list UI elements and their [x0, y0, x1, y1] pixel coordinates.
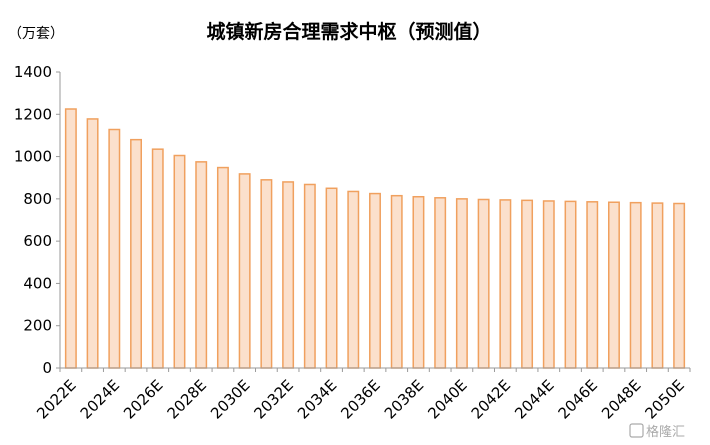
x-tick-label: 2040E: [424, 376, 470, 422]
bar-2028E: [195, 161, 208, 369]
bar-2026E: [151, 148, 164, 369]
x-tick-label: 2034E: [294, 376, 340, 422]
bar-2039E: [434, 197, 447, 369]
y-ticks-group: 0 200 400 600 800 1000 1200 1400: [14, 63, 60, 377]
bar-2048E: [629, 201, 642, 369]
y-tick-label: 400: [23, 274, 52, 292]
y-tick-label: 0: [42, 359, 52, 377]
y-tick-label: 800: [23, 190, 52, 208]
watermark-text: 格隆汇: [646, 424, 685, 440]
y-tick-label: 1200: [14, 105, 52, 123]
bar-2046E: [586, 201, 599, 369]
x-tick-label: 2038E: [381, 376, 427, 422]
x-tick-label: 2032E: [251, 376, 297, 422]
x-tick-label: 2024E: [77, 376, 123, 422]
x-tick-label: 2030E: [207, 376, 253, 422]
bar-2024E: [108, 128, 121, 369]
bar-2044E: [542, 200, 555, 369]
bar-2022E: [64, 108, 77, 369]
watermark: 格隆汇: [629, 423, 685, 440]
x-ticks-group: 2022E2024E2026E2028E2030E2032E2034E2036E…: [33, 368, 691, 423]
bar-2023E: [86, 118, 99, 369]
bar-2034E: [325, 187, 338, 369]
bar-2045E: [564, 200, 577, 369]
bar-2041E: [477, 198, 490, 369]
x-tick-label: 2028E: [164, 376, 210, 422]
unit-label: （万套）: [8, 26, 64, 42]
bar-2047E: [608, 201, 620, 369]
bar-2049E: [651, 202, 664, 369]
bar-2031E: [260, 179, 273, 369]
bar-2032E: [282, 181, 295, 369]
bar-2035E: [347, 190, 360, 369]
x-tick-label: 2022E: [33, 376, 79, 422]
x-tick-label: 2044E: [511, 376, 557, 422]
bar-2036E: [369, 192, 381, 369]
bar-2038E: [412, 195, 425, 369]
x-tick-label: 2036E: [337, 376, 383, 422]
x-tick-label: 2050E: [642, 376, 688, 422]
x-tick-label: 2046E: [555, 376, 601, 422]
chart-title: 城镇新房合理需求中枢（预测值）: [206, 20, 491, 43]
bar-2029E: [216, 166, 229, 369]
y-tick-label: 200: [23, 317, 52, 335]
bar-2040E: [455, 198, 468, 369]
y-tick-label: 1400: [14, 63, 52, 81]
x-tick-label: 2048E: [598, 376, 644, 422]
bar-2033E: [303, 183, 316, 369]
bar-2042E: [499, 199, 512, 369]
bar-2030E: [238, 173, 251, 369]
bar-2037E: [390, 194, 403, 369]
watermark-logo-icon: [629, 423, 644, 438]
bar-2027E: [173, 154, 186, 369]
y-tick-label: 1000: [14, 148, 52, 166]
y-tick-label: 600: [23, 232, 52, 250]
x-tick-label: 2042E: [468, 376, 514, 422]
x-tick-label: 2026E: [120, 376, 166, 422]
bars-group: [64, 108, 686, 369]
bar-2025E: [130, 138, 142, 369]
bar-2050E: [673, 202, 686, 369]
bar-2043E: [521, 199, 534, 369]
